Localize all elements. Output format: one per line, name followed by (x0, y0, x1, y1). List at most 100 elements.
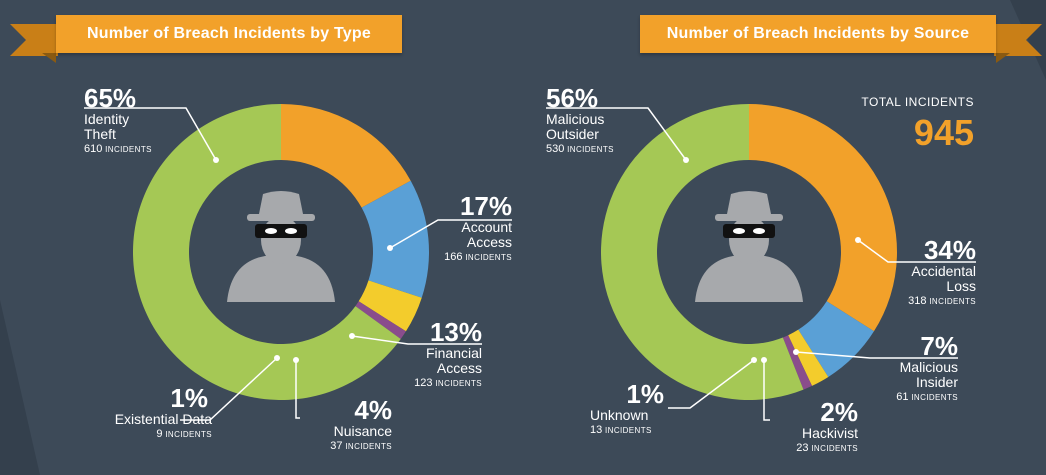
count-unit: INCIDENTS (345, 442, 392, 451)
count-value: 37 (330, 440, 343, 452)
slice-hackivist (788, 329, 829, 386)
label-count: 13 INCIDENTS (580, 423, 664, 438)
count-unit: INCIDENTS (567, 145, 614, 154)
label-pct: 56% (546, 83, 599, 113)
count-value: 13 (590, 424, 603, 436)
label-name-line1: Identity (84, 111, 130, 127)
leader-line (763, 360, 770, 421)
label-name-line1: Hackivist (801, 425, 858, 441)
leader-line (295, 360, 300, 419)
count-value: 123 (414, 377, 433, 389)
label-name-line2: Access (436, 360, 482, 376)
label-count: 23 INCIDENTS (760, 441, 858, 456)
label-name-line2: Outsider (546, 126, 599, 142)
slice-identity-theft (133, 104, 401, 401)
slice-nuisance (358, 280, 422, 332)
slice-existential-data (355, 301, 406, 339)
label-existential-data: 1% Existential Data 9 INCIDENTS (80, 384, 212, 442)
slice-malicious-outsider (601, 104, 804, 400)
slice-account-access (281, 104, 411, 208)
label-count: 61 INCIDENTS (852, 390, 958, 405)
total-incidents-value: 945 (913, 112, 974, 153)
count-unit: INCIDENTS (605, 426, 652, 435)
label-count: 318 INCIDENTS (868, 294, 976, 309)
count-unit: INCIDENTS (929, 297, 976, 306)
label-malicious-outsider: 56% Malicious Outsider 530 INCIDENTS (546, 84, 614, 157)
label-pct: 2% (820, 397, 858, 427)
label-pct: 1% (170, 383, 208, 413)
count-value: 530 (546, 143, 565, 155)
left-chart-title: Number of Breach Incidents by Type (56, 15, 402, 53)
label-nuisance: 4% Nuisance 37 INCIDENTS (300, 396, 392, 454)
leader-dot (683, 157, 689, 163)
label-count: 9 INCIDENTS (80, 427, 212, 442)
label-financial-access: 13% Financial Access 123 INCIDENTS (380, 318, 482, 391)
label-name-line1: Malicious (899, 359, 958, 375)
label-count: 123 INCIDENTS (380, 376, 482, 391)
label-name-line1: Accidental (911, 263, 976, 279)
leader-line (857, 239, 976, 263)
label-name-line1: Nuisance (333, 423, 392, 439)
spy-icon (695, 191, 803, 302)
label-name-line2: Theft (84, 126, 116, 142)
leader-dot (751, 357, 757, 363)
left-donut-chart (133, 104, 430, 401)
right-chart-title: Number of Breach Incidents by Source (640, 15, 996, 53)
count-value: 61 (896, 391, 909, 403)
leader-dot (293, 357, 299, 363)
right-donut-chart (601, 104, 898, 400)
leader-dot (387, 245, 393, 251)
label-pct: 65% (84, 83, 137, 113)
total-incidents-label: TOTAL INCIDENTS (861, 95, 974, 109)
leader-dot (213, 157, 219, 163)
leader-line (389, 219, 512, 249)
label-name-line1: Unknown (590, 407, 649, 423)
slice-accidental-loss (749, 104, 898, 332)
label-malicious-insider: 7% Malicious Insider 61 INCIDENTS (852, 332, 958, 405)
label-account-access: 17% Account Access 166 INCIDENTS (410, 192, 512, 265)
count-unit: INCIDENTS (465, 253, 512, 262)
label-count: 610 INCIDENTS (84, 142, 152, 157)
label-count: 37 INCIDENTS (300, 439, 392, 454)
label-pct: 1% (626, 379, 664, 409)
label-name-line2: Loss (946, 278, 976, 294)
slice-malicious-insider (798, 301, 874, 377)
leader-dot (274, 355, 280, 361)
label-name-line2: Insider (915, 374, 958, 390)
count-unit: INCIDENTS (105, 145, 152, 154)
leader-dot (761, 357, 767, 363)
slice-unknown (782, 335, 813, 390)
slice-financial-access (361, 180, 430, 298)
leader-line (795, 351, 958, 359)
label-name-line1: Existential Data (114, 411, 212, 427)
label-count: 166 INCIDENTS (410, 250, 512, 265)
leader-line (351, 335, 482, 345)
ribbon-fold-right (996, 53, 1010, 63)
count-unit: INCIDENTS (435, 379, 482, 388)
label-hackivist: 2% Hackivist 23 INCIDENTS (760, 398, 858, 456)
label-identity-theft: 65% Identity Theft 610 INCIDENTS (84, 84, 152, 157)
leader-line (668, 359, 755, 409)
label-pct: 4% (354, 395, 392, 425)
count-unit: INCIDENTS (811, 444, 858, 453)
count-value: 9 (156, 428, 163, 440)
label-name-line1: Malicious (546, 111, 605, 127)
count-value: 318 (908, 295, 927, 307)
label-pct: 17% (459, 191, 512, 221)
ribbon-fold-left (42, 53, 56, 63)
count-unit: INCIDENTS (911, 393, 958, 402)
leader-line (546, 107, 687, 161)
leader-dot (855, 237, 861, 243)
label-count: 530 INCIDENTS (546, 142, 614, 157)
ribbon-tail-right (994, 24, 1042, 56)
leader-line (84, 107, 217, 161)
leader-dot (349, 333, 355, 339)
label-name-line1: Account (461, 219, 512, 235)
count-unit: INCIDENTS (165, 430, 212, 439)
label-pct: 13% (429, 317, 482, 347)
leader-line (180, 357, 278, 421)
spy-icon (227, 191, 335, 302)
label-name-line1: Financial (425, 345, 482, 361)
leader-dot (793, 349, 799, 355)
